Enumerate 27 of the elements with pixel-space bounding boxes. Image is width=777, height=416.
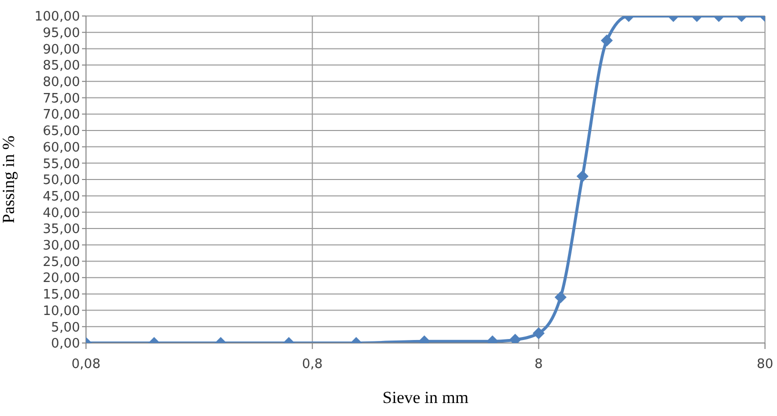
x-tick-label: 8 (534, 357, 543, 372)
y-tick-label: 75,00 (42, 91, 80, 106)
y-tick-label: 35,00 (42, 222, 80, 238)
y-tick-label: 65,00 (42, 124, 80, 140)
x-tick-label: 80 (756, 357, 774, 372)
y-tick-label: 55,00 (42, 156, 80, 172)
y-tick-label: 10,00 (42, 304, 80, 319)
y-tick-label: 40,00 (42, 206, 80, 221)
y-tick-label: 70,00 (42, 108, 80, 123)
y-tick-label: 0,00 (51, 336, 80, 352)
y-tick-label: 5,00 (51, 320, 80, 336)
y-tick-label: 25,00 (42, 254, 80, 270)
y-tick-label: 50,00 (42, 173, 80, 188)
y-axis-title: Passing in % (0, 136, 18, 224)
y-tick-label: 45,00 (42, 189, 80, 204)
x-tick-label: 0,8 (302, 357, 323, 372)
y-tick-label: 95,00 (42, 26, 80, 41)
y-tick-label: 15,00 (42, 288, 80, 303)
y-tick-label: 60,00 (42, 140, 80, 156)
y-tick-label: 90,00 (42, 42, 80, 58)
y-tick-label: 85,00 (42, 58, 80, 74)
y-tick-label: 80,00 (42, 75, 80, 90)
y-tick-label: 20,00 (42, 271, 80, 286)
y-tick-label: 100,00 (34, 10, 80, 25)
x-tick-label: 0,08 (72, 357, 100, 372)
y-tick-label: 30,00 (42, 238, 80, 254)
x-axis-title: Sieve in mm (382, 388, 468, 407)
